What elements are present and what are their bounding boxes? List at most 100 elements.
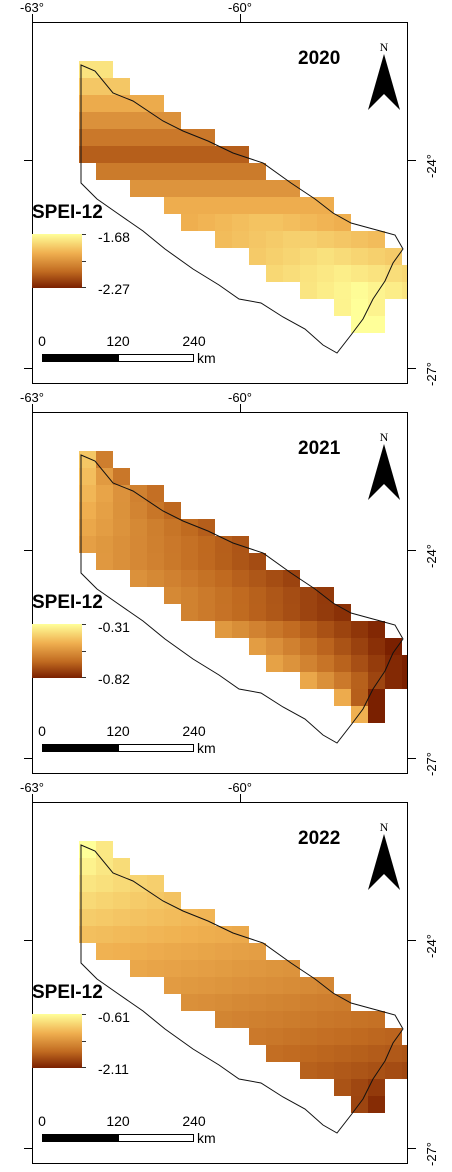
raster-cell: [198, 214, 215, 231]
lon-tick: [32, 794, 33, 803]
raster-cell: [283, 180, 300, 197]
raster-cell: [300, 1045, 317, 1062]
legend-tick: [82, 234, 86, 235]
raster-cell: [266, 214, 283, 231]
raster-cell: [198, 943, 215, 960]
raster-cell: [368, 638, 385, 655]
scalebar-segment-black: [42, 354, 118, 362]
raster-cell: [147, 95, 164, 112]
raster-cell: [334, 1045, 351, 1062]
raster-cell: [317, 994, 334, 1011]
raster-cell: [283, 231, 300, 248]
raster-cell: [368, 1096, 385, 1113]
raster-cell: [249, 570, 266, 587]
raster-cell: [164, 553, 181, 570]
north-arrow-icon: [368, 444, 400, 500]
raster-cell: [164, 960, 181, 977]
raster-cell: [164, 943, 181, 960]
lat-tick: [24, 160, 32, 161]
legend-tick: [82, 1014, 86, 1015]
raster-cell: [113, 163, 130, 180]
raster-cell: [96, 451, 113, 468]
raster-cell: [147, 960, 164, 977]
raster-cell: [317, 638, 334, 655]
raster-cell: [300, 655, 317, 672]
raster-cell: [181, 994, 198, 1011]
raster-cell: [164, 502, 181, 519]
raster-cell: [385, 672, 402, 689]
lat-tick: [24, 758, 32, 759]
raster-cell: [164, 129, 181, 146]
raster-cell: [283, 638, 300, 655]
raster-cell: [368, 282, 385, 299]
raster-cell: [351, 248, 368, 265]
raster-cell: [181, 926, 198, 943]
raster-cell: [79, 112, 96, 129]
raster-cell: [266, 960, 283, 977]
raster-cell: [198, 553, 215, 570]
raster-cell: [368, 316, 385, 333]
raster-cell: [385, 638, 402, 655]
raster-cell: [96, 519, 113, 536]
raster-cell: [317, 621, 334, 638]
map-panel-2020: -63° -60° -24° -27° 2020 N SPEI-12 -1.68…: [0, 0, 452, 390]
raster-cell: [317, 214, 334, 231]
raster-cell: [385, 1045, 402, 1062]
lon-label-west: -63°: [20, 0, 44, 15]
raster-cell: [300, 621, 317, 638]
lon-tick: [240, 794, 241, 803]
raster-cell: [249, 604, 266, 621]
lon-tick: [240, 14, 241, 23]
raster-cell: [130, 95, 147, 112]
raster-cell: [266, 655, 283, 672]
raster-cell: [232, 994, 249, 1011]
legend-color-ramp: [32, 624, 82, 678]
raster-cell: [130, 163, 147, 180]
lat-label-south: -27°: [424, 362, 439, 386]
raster-cell: [351, 1079, 368, 1096]
scalebar-unit: km: [197, 1130, 216, 1146]
raster-cell: [215, 621, 232, 638]
raster-cell: [368, 1028, 385, 1045]
raster-cell: [164, 892, 181, 909]
raster-cell: [232, 180, 249, 197]
raster-cell: [215, 977, 232, 994]
raster-cell: [96, 892, 113, 909]
raster-cell: [96, 943, 113, 960]
scalebar-unit: km: [197, 740, 216, 756]
raster-cell: [79, 926, 96, 943]
raster-cell: [402, 1045, 407, 1062]
raster-cell: [334, 655, 351, 672]
raster-cell: [249, 163, 266, 180]
raster-cell: [368, 621, 385, 638]
raster-cell: [181, 570, 198, 587]
raster-cell: [96, 129, 113, 146]
lat-label-south: -27°: [424, 1142, 439, 1166]
raster-cell: [351, 1028, 368, 1045]
raster-cell: [232, 960, 249, 977]
scalebar-label-120: 120: [106, 333, 130, 349]
lat-tick: [24, 368, 32, 369]
raster-cell: [266, 1028, 283, 1045]
raster-cell: [300, 1062, 317, 1079]
raster-cell: [79, 129, 96, 146]
raster-cell: [249, 621, 266, 638]
raster-cell: [79, 536, 96, 553]
raster-cell: [147, 146, 164, 163]
raster-cell: [249, 197, 266, 214]
raster-cell: [113, 146, 130, 163]
raster-cell: [79, 451, 96, 468]
raster-cell: [147, 519, 164, 536]
north-arrow: N: [366, 820, 402, 900]
raster-cell: [181, 129, 198, 146]
raster-cell: [402, 1062, 407, 1079]
raster-cell: [232, 587, 249, 604]
basin-outline: [80, 64, 404, 354]
raster-cell: [351, 621, 368, 638]
raster-cell: [266, 180, 283, 197]
raster-cell: [317, 282, 334, 299]
raster-cell: [96, 146, 113, 163]
north-arrow-icon: [368, 54, 400, 110]
raster-cell: [79, 858, 96, 875]
raster-cell: [249, 231, 266, 248]
